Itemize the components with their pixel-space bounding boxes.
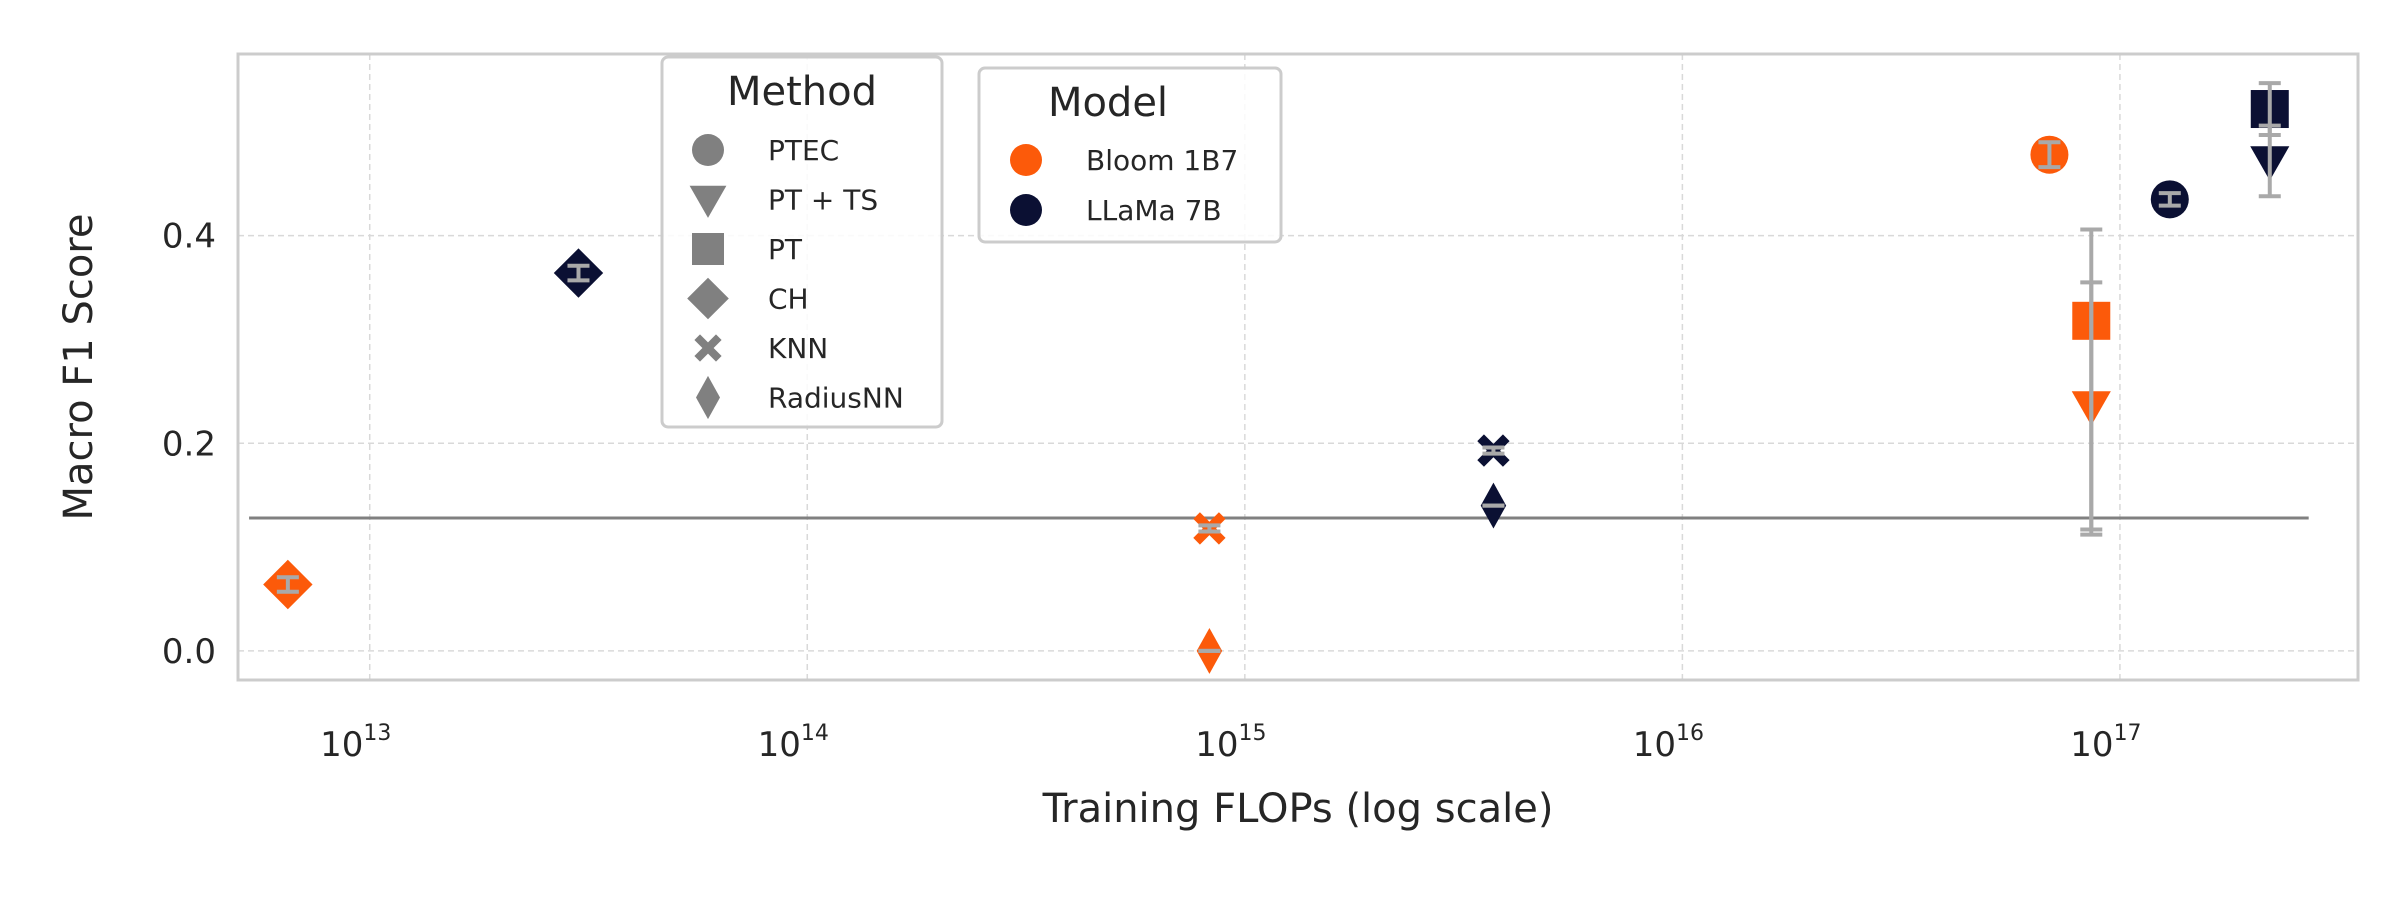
legend-method: Method PTEC PT + TS PT CH KNN RadiusNN bbox=[660, 55, 944, 429]
legend-model-items: Bloom 1B7 LLaMa 7B bbox=[1010, 144, 1238, 227]
legend-method-label: PT bbox=[768, 233, 803, 266]
legend-method-label: KNN bbox=[768, 332, 828, 365]
y-axis-title: Macro F1 Score bbox=[56, 214, 102, 521]
x-tick-label: 1015 bbox=[1195, 721, 1266, 765]
errorbar bbox=[567, 263, 590, 283]
legend-method-label: RadiusNN bbox=[768, 382, 904, 415]
y-tick-label: 0.2 bbox=[162, 424, 216, 464]
errorbar bbox=[2038, 140, 2061, 170]
legend-model-title: Model bbox=[1048, 80, 1168, 126]
x-tick-label: 1017 bbox=[2070, 721, 2141, 765]
errorbar bbox=[2080, 280, 2103, 532]
data-points bbox=[263, 81, 2290, 674]
legend-method-label: CH bbox=[768, 283, 809, 316]
legend-marker-ch bbox=[687, 277, 729, 320]
legend-marker-llama-7b bbox=[1010, 194, 1042, 226]
x-tick-label: 1014 bbox=[758, 721, 829, 765]
x-tick-label: 1013 bbox=[320, 721, 391, 765]
legend-model-label: Bloom 1B7 bbox=[1086, 144, 1238, 177]
legend-marker-ptec bbox=[692, 134, 724, 166]
x-tick-labels: 1013 1014 1015 1016 1017 bbox=[320, 721, 2141, 765]
grid-lines bbox=[238, 54, 2358, 680]
legend-method-box bbox=[660, 55, 944, 429]
legend-model-box bbox=[977, 66, 1283, 244]
legend-model-label: LLaMa 7B bbox=[1086, 194, 1222, 227]
errorbar bbox=[2258, 123, 2281, 199]
legend-marker-knn bbox=[694, 334, 722, 362]
legend-marker-pt bbox=[692, 233, 724, 265]
plot-area-frame bbox=[236, 52, 2360, 682]
x-tick-label: 1016 bbox=[1633, 721, 1704, 765]
legend-method-label: PT + TS bbox=[768, 184, 878, 217]
legend-method-label: PTEC bbox=[768, 134, 839, 167]
errorbar bbox=[1482, 445, 1505, 456]
legend-marker-bloom-1b7 bbox=[1010, 144, 1042, 176]
legend-marker-pt-ts bbox=[689, 185, 727, 218]
y-tick-label: 0.4 bbox=[162, 217, 216, 257]
errorbar bbox=[1198, 523, 1221, 534]
legend-model: Model Bloom 1B7 LLaMa 7B bbox=[977, 66, 1283, 244]
legend-method-title: Method bbox=[727, 69, 877, 115]
errorbar bbox=[276, 575, 299, 594]
y-tick-labels: 0.0 0.2 0.4 bbox=[162, 217, 216, 672]
errorbar bbox=[2158, 191, 2181, 208]
legend-marker-radiusnn bbox=[696, 375, 720, 420]
x-axis-title: Training FLOPs (log scale) bbox=[1042, 786, 1554, 832]
y-tick-label: 0.0 bbox=[162, 632, 216, 672]
legend-method-items: PTEC PT + TS PT CH KNN RadiusNN bbox=[687, 134, 904, 420]
